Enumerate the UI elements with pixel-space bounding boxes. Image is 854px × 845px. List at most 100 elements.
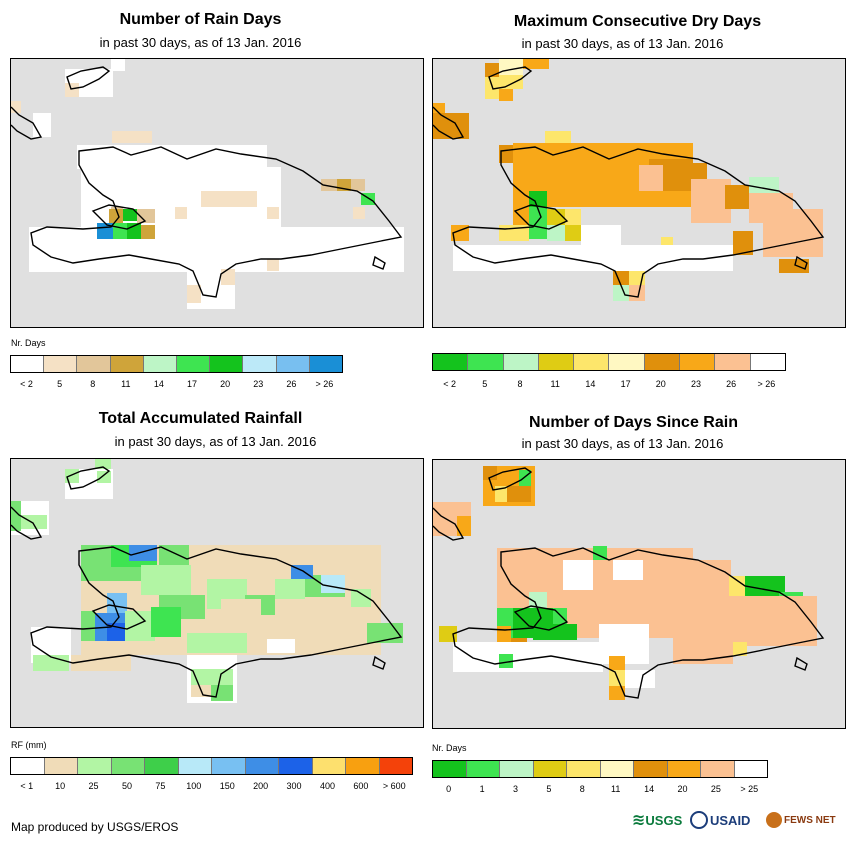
- legend-label: 26: [286, 379, 297, 389]
- legend-label: 25: [88, 781, 99, 791]
- island-outline: [433, 66, 825, 298]
- usgs-logo-mark: ≋: [632, 812, 646, 829]
- legend-swatch: [44, 356, 78, 372]
- legend-label: 400: [319, 781, 335, 791]
- legend-swatch: [44, 758, 78, 774]
- legend-labels: < 2 5 8 11 14 17 20 23 26 > 26: [432, 379, 784, 391]
- legend-label: 200: [253, 781, 269, 791]
- legend-label: 23: [253, 379, 264, 389]
- fewsnet-globe-icon: [766, 812, 782, 828]
- legend-swatch: [750, 354, 785, 370]
- legend-label: 25: [710, 784, 721, 794]
- legend-swatch: [715, 354, 751, 370]
- legend-label: > 26: [315, 379, 334, 389]
- panel-subtitle: in past 30 days, as of 13 Jan. 2016: [99, 35, 302, 50]
- legend-label: 8: [579, 784, 585, 794]
- legend-swatch: [574, 354, 610, 370]
- grid-cells: [433, 59, 823, 301]
- legend-labels: < 1 10 25 50 75 100 150 200 300 400 600 > 600: [10, 781, 411, 793]
- panel-rain-days: Number of Rain Days in past 30 days, as …: [0, 0, 424, 415]
- map-graphic: [11, 459, 403, 703]
- legend-swatch: [110, 356, 144, 372]
- legend-swatch: [500, 761, 534, 777]
- legend-label: 11: [611, 784, 621, 794]
- legend-label: 20: [655, 379, 666, 389]
- legend-swatch: [279, 758, 313, 774]
- usaid-logo-text: USAID: [710, 812, 751, 828]
- grid-cells: [11, 459, 403, 703]
- legend-swatch: [178, 758, 212, 774]
- legend-swatch: [567, 761, 601, 777]
- legend-label: 14: [644, 784, 655, 794]
- legend-labels: 0 1 3 5 8 11 14 20 25 > 25: [432, 784, 766, 796]
- legend-colorbar: [432, 353, 786, 371]
- legend-title: RF (mm): [11, 740, 47, 750]
- legend-swatch: [466, 761, 500, 777]
- legend-label: > 25: [740, 784, 759, 794]
- legend-swatch: [312, 758, 346, 774]
- legend-swatch: [701, 761, 735, 777]
- usaid-logo: USAID: [690, 808, 750, 832]
- legend-swatch: [77, 356, 111, 372]
- map-total-rainfall: [10, 458, 424, 728]
- legend-label: 50: [121, 781, 132, 791]
- legend-label: > 600: [382, 781, 406, 791]
- legend-label: 75: [155, 781, 166, 791]
- map-max-dry-days: [432, 58, 846, 328]
- usgs-logo-text: USGS: [645, 812, 683, 828]
- legend-swatch: [212, 758, 246, 774]
- grid-cells: [433, 466, 817, 700]
- legend-swatch: [609, 354, 645, 370]
- legend-label: 300: [286, 781, 302, 791]
- agency-logos: ≋ USGS USAID FEWS NET: [632, 808, 844, 834]
- panel-title: Number of Days Since Rain: [529, 414, 738, 431]
- map-days-since-rain: [432, 459, 846, 729]
- legend-swatch: [245, 758, 279, 774]
- map-graphic: [433, 466, 825, 700]
- legend-label: < 1: [20, 781, 34, 791]
- legend-swatch: [177, 356, 211, 372]
- legend-swatch: [468, 354, 504, 370]
- legend-swatch: [644, 354, 681, 370]
- legend-label: 10: [55, 781, 66, 791]
- legend-swatch: [111, 758, 145, 774]
- map-rain-days: [10, 58, 424, 328]
- legend-labels: < 2 5 8 11 14 17 20 23 26 > 26: [10, 379, 341, 391]
- legend-label: 5: [546, 784, 552, 794]
- usaid-seal-icon: [690, 811, 708, 829]
- island-outline: [11, 66, 403, 298]
- panel-title: Number of Rain Days: [119, 11, 282, 28]
- legend-swatch: [433, 354, 469, 370]
- map-credit: Map produced by USGS/EROS: [11, 820, 179, 834]
- legend-swatch: [680, 354, 716, 370]
- legend-swatch: [433, 761, 467, 777]
- legend-label: 150: [219, 781, 235, 791]
- legend-label: 11: [121, 379, 131, 389]
- legend-swatch: [734, 761, 767, 777]
- legend-label: 23: [690, 379, 702, 389]
- legend-colorbar: [10, 757, 413, 775]
- legend-label: 100: [186, 781, 202, 791]
- legend-swatch: [276, 356, 310, 372]
- legend-label: 14: [153, 379, 164, 389]
- legend-title: Nr. Days: [11, 338, 46, 348]
- legend-swatch: [143, 356, 178, 372]
- legend-swatch: [309, 356, 343, 372]
- legend-swatch: [634, 761, 668, 777]
- legend-label: 20: [220, 379, 231, 389]
- legend-label: 5: [482, 379, 488, 389]
- legend-swatch: [210, 356, 244, 372]
- legend-label: 0: [446, 784, 452, 794]
- fewsnet-logo: FEWS NET: [766, 808, 836, 832]
- usgs-logo: ≋ USGS: [632, 808, 682, 832]
- legend-swatch: [78, 758, 112, 774]
- legend-swatch: [379, 758, 412, 774]
- legend-label: < 2: [20, 379, 33, 389]
- legend-label: 5: [57, 379, 63, 389]
- panel-max-dry-days: Maximum Consecutive Dry Days in past 30 …: [424, 0, 847, 415]
- legend-label: 11: [550, 379, 560, 389]
- legend-label: 17: [187, 379, 198, 389]
- legend-label: 8: [517, 379, 523, 389]
- island-outline: [11, 466, 403, 698]
- map-graphic: [11, 59, 404, 309]
